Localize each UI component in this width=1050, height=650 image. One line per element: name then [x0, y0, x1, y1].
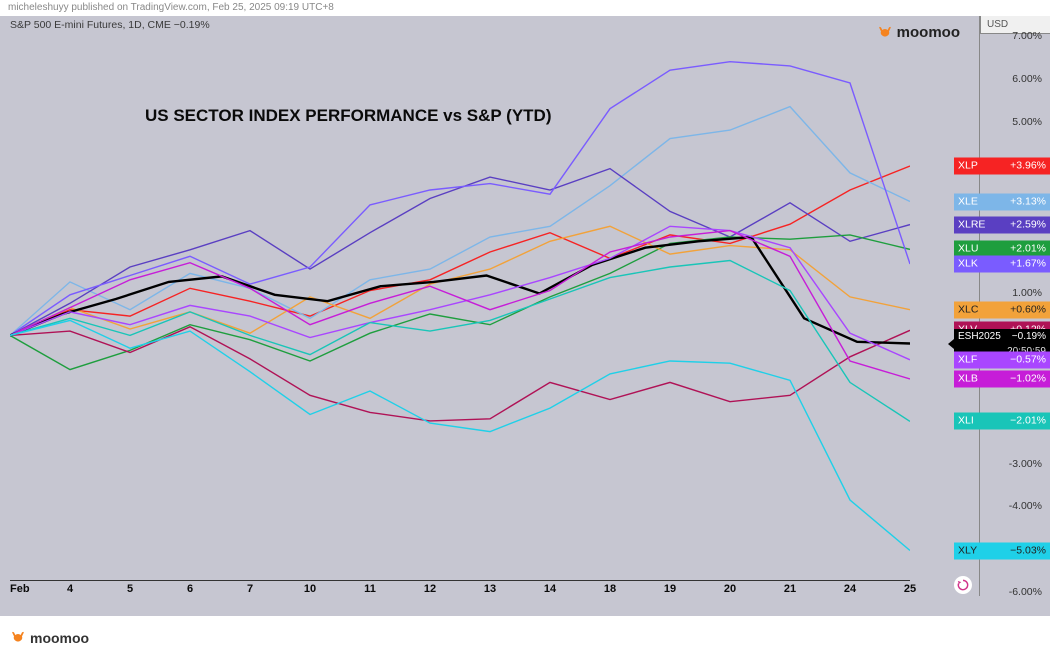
series-line-XLF[interactable]: [10, 226, 910, 359]
chart-frame: S&P 500 E-mini Futures, 1D, CME −0.19% m…: [0, 16, 1050, 616]
series-label-XLY[interactable]: XLY −5.03%: [954, 542, 1050, 559]
series-value: −0.57%: [1010, 351, 1046, 368]
series-label-XLP[interactable]: XLP +3.96%: [954, 158, 1050, 175]
series-label-XLC[interactable]: XLC +0.60%: [954, 301, 1050, 318]
x-tick-label: 24: [844, 583, 856, 595]
series-ticker: XLY: [958, 542, 977, 559]
main-series-caret: [948, 339, 954, 349]
series-ticker: XLK: [958, 255, 978, 272]
symbol-info[interactable]: S&P 500 E-mini Futures, 1D, CME −0.19%: [10, 19, 210, 31]
x-tick-label: 12: [424, 583, 436, 595]
x-tick-label: 7: [247, 583, 253, 595]
moomoo-icon: [10, 631, 26, 645]
series-ticker: XLB: [958, 371, 978, 388]
x-tick-label: Feb: [10, 583, 30, 595]
x-tick-label: 4: [67, 583, 73, 595]
series-value: +3.96%: [1010, 158, 1046, 175]
series-ticker: XLRE: [958, 216, 985, 233]
x-tick-label: 14: [544, 583, 556, 595]
series-line-XLV[interactable]: [10, 327, 910, 421]
series-label-XLRE[interactable]: XLRE +2.59%: [954, 216, 1050, 233]
brand-watermark-bottom: moomoo: [10, 630, 89, 646]
plot-svg: [10, 36, 910, 592]
main-series-ticker: ESH2025: [958, 329, 1001, 344]
series-line-XLK[interactable]: [10, 62, 910, 336]
x-tick-label: 11: [364, 583, 376, 595]
series-label-XLI[interactable]: XLI −2.01%: [954, 413, 1050, 430]
series-line-XLP[interactable]: [10, 166, 910, 335]
series-line-XLY[interactable]: [10, 320, 910, 550]
reset-icon: [956, 578, 970, 592]
series-ticker: XLC: [958, 301, 978, 318]
brand-text-bottom: moomoo: [30, 630, 89, 646]
series-label-XLK[interactable]: XLK +1.67%: [954, 255, 1050, 272]
series-ticker: XLF: [958, 351, 977, 368]
x-tick-label: 19: [664, 583, 676, 595]
series-price-labels: XLP+3.96%XLE+3.13%XLRE+2.59%XLU+2.01%XLK…: [950, 36, 1050, 592]
x-tick-label: 5: [127, 583, 133, 595]
x-tick-label: 21: [784, 583, 796, 595]
main-series-value: −0.19%: [1012, 329, 1046, 344]
series-value: +2.59%: [1010, 216, 1046, 233]
series-ticker: XLI: [958, 413, 974, 430]
series-value: +1.67%: [1010, 255, 1046, 272]
x-tick-label: 20: [724, 583, 736, 595]
root: micheleshuyy published on TradingView.co…: [0, 0, 1050, 650]
plot-area[interactable]: [10, 36, 910, 592]
series-label-XLB[interactable]: XLB −1.02%: [954, 371, 1050, 388]
series-line-XLE[interactable]: [10, 107, 910, 336]
series-value: −5.03%: [1010, 542, 1046, 559]
x-tick-label: 13: [484, 583, 496, 595]
series-line-XLRE[interactable]: [10, 169, 910, 336]
x-axis: Feb45671011121314181920212425: [10, 580, 910, 598]
series-value: −2.01%: [1010, 413, 1046, 430]
series-ticker: XLP: [958, 158, 978, 175]
attribution-text: micheleshuyy published on TradingView.co…: [8, 2, 334, 13]
x-tick-label: 25: [904, 583, 916, 595]
x-tick-label: 18: [604, 583, 616, 595]
series-value: −1.02%: [1010, 371, 1046, 388]
series-value: +3.13%: [1010, 193, 1046, 210]
series-label-XLE[interactable]: XLE +3.13%: [954, 193, 1050, 210]
series-ticker: XLE: [958, 193, 978, 210]
reset-scale-button[interactable]: [954, 576, 972, 594]
series-label-XLF[interactable]: XLF −0.57%: [954, 351, 1050, 368]
x-tick-label: 10: [304, 583, 316, 595]
x-tick-label: 6: [187, 583, 193, 595]
series-value: +0.60%: [1010, 301, 1046, 318]
